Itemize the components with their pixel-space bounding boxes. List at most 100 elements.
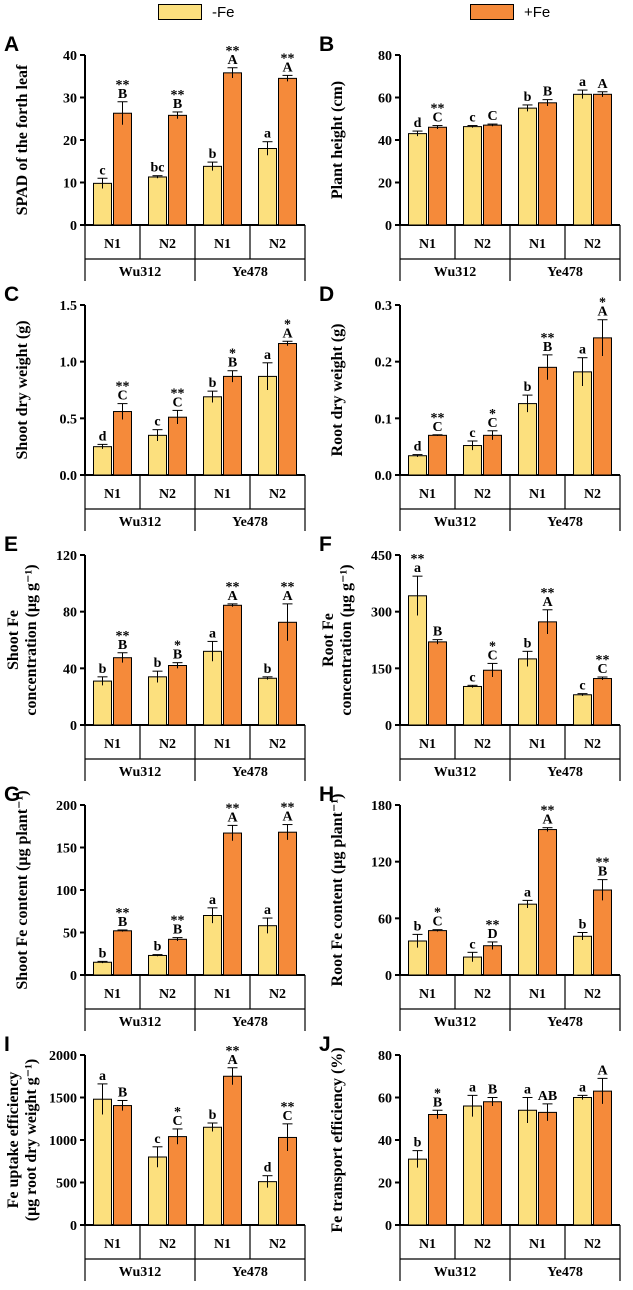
significance-letter: B <box>433 1095 442 1110</box>
significance-letter: B <box>543 340 552 355</box>
significance-letter: B <box>118 638 127 653</box>
x-category-label: N1 <box>529 737 546 752</box>
significance-star: ** <box>171 386 185 401</box>
y-tick-label: 0 <box>70 1219 77 1234</box>
significance-letter: A <box>597 305 608 320</box>
significance-star: ** <box>226 1044 240 1059</box>
y-axis-label: Shoot Fe <box>5 610 22 670</box>
y-tick-label: 0 <box>385 219 392 234</box>
x-category-label: N2 <box>159 987 176 1002</box>
panel-e: E Shoot Fe concentration (μg g⁻¹) 0 40 80 120 N… <box>4 533 306 781</box>
significance-letter: c <box>99 163 105 178</box>
bar <box>148 676 167 726</box>
significance-letter: d <box>264 1161 272 1176</box>
x-category-label: N2 <box>269 237 286 252</box>
group-label: Ye478 <box>232 765 268 780</box>
significance-letter: bc <box>151 161 165 176</box>
significance-letter: b <box>579 918 587 933</box>
x-category-label: N1 <box>104 987 121 1002</box>
y-tick-label: 180 <box>371 799 392 814</box>
significance-letter: D <box>487 927 497 942</box>
x-category-label: N1 <box>529 487 546 502</box>
significance-star: ** <box>541 331 555 346</box>
bar <box>223 604 242 726</box>
x-category-label: N1 <box>419 487 436 502</box>
bar <box>258 1181 277 1226</box>
significance-letter: a <box>579 1080 586 1095</box>
x-category-label: N1 <box>104 1237 121 1252</box>
significance-letter: A <box>282 589 293 604</box>
significance-star: * <box>489 639 496 654</box>
x-category-label: N2 <box>474 237 491 252</box>
bar <box>258 677 277 726</box>
y-tick-label: 1000 <box>49 1134 77 1149</box>
bar <box>483 434 502 476</box>
panel-c: C Shoot dry weight (g) 0.0 0.5 1.0 1.5 N1 N2 N1 N… <box>4 283 306 531</box>
x-category-label: N2 <box>159 237 176 252</box>
x-category-label: N2 <box>474 987 491 1002</box>
panel-j: JFe transport efficiency (%) 0 20 40 60 80 N1 N… <box>319 1033 621 1281</box>
group-label: Wu312 <box>434 1015 477 1030</box>
y-tick-label: 1.0 <box>60 356 78 371</box>
bar <box>518 1109 537 1226</box>
bar <box>428 434 447 476</box>
y-tick-label: 500 <box>56 1177 77 1192</box>
x-category-label: N1 <box>214 1237 231 1252</box>
group-label: Wu312 <box>434 265 477 280</box>
y-tick-label: 80 <box>378 49 392 64</box>
significance-letter: c <box>469 937 475 952</box>
group-label: Wu312 <box>119 1015 162 1030</box>
significance-letter: AB <box>538 1089 557 1104</box>
x-category-label: N1 <box>214 737 231 752</box>
significance-star: ** <box>541 586 555 601</box>
bar <box>573 93 592 226</box>
significance-letter: b <box>524 90 532 105</box>
x-category-label: N2 <box>159 1237 176 1252</box>
group-label: Wu312 <box>119 1265 162 1280</box>
group-label: Ye478 <box>547 265 583 280</box>
panel-label: C <box>4 283 19 306</box>
significance-letter: B <box>173 97 182 112</box>
bar <box>203 396 222 476</box>
bar <box>258 148 277 226</box>
x-category-label: N2 <box>159 737 176 752</box>
significance-letter: c <box>154 1132 160 1147</box>
x-category-label: N2 <box>584 1237 601 1252</box>
x-category-label: N2 <box>269 487 286 502</box>
bar <box>93 182 112 226</box>
significance-letter: c <box>469 111 475 126</box>
significance-letter: B <box>173 923 182 938</box>
y-tick-label: 120 <box>371 856 392 871</box>
group-label: Wu312 <box>119 515 162 530</box>
significance-star: * <box>284 317 291 332</box>
x-category-label: N2 <box>159 487 176 502</box>
bar <box>168 938 187 976</box>
group-label: Wu312 <box>119 265 162 280</box>
significance-letter: b <box>414 919 422 934</box>
significance-letter: B <box>543 85 552 100</box>
significance-letter: C <box>432 915 442 930</box>
x-category-label: N1 <box>419 987 436 1002</box>
significance-star: ** <box>281 580 295 595</box>
significance-star: ** <box>281 51 295 66</box>
panel-i: I Fe uptake efficiency (μg root dry weight… <box>4 1033 306 1281</box>
x-category-label: N1 <box>529 987 546 1002</box>
y-tick-label: 20 <box>378 177 392 192</box>
significance-letter: C <box>487 648 497 663</box>
panel-b: B Plant height (cm) 0 20 40 60 80 N1 N2 N1 N2 Wu312… <box>319 33 621 281</box>
bar <box>518 107 537 226</box>
bar <box>428 641 447 726</box>
significance-letter: A <box>227 1053 238 1068</box>
bar <box>148 434 167 476</box>
bar <box>278 831 297 976</box>
y-tick-label: 2000 <box>49 1049 77 1064</box>
bar <box>223 832 242 976</box>
y-tick-label: 20 <box>378 1177 392 1192</box>
y-tick-label: 1500 <box>49 1092 77 1107</box>
bar <box>278 343 297 476</box>
significance-letter: b <box>154 940 162 955</box>
significance-letter: A <box>227 53 238 68</box>
bar <box>168 114 187 226</box>
significance-letter: a <box>469 1080 476 1095</box>
bar <box>518 903 537 976</box>
